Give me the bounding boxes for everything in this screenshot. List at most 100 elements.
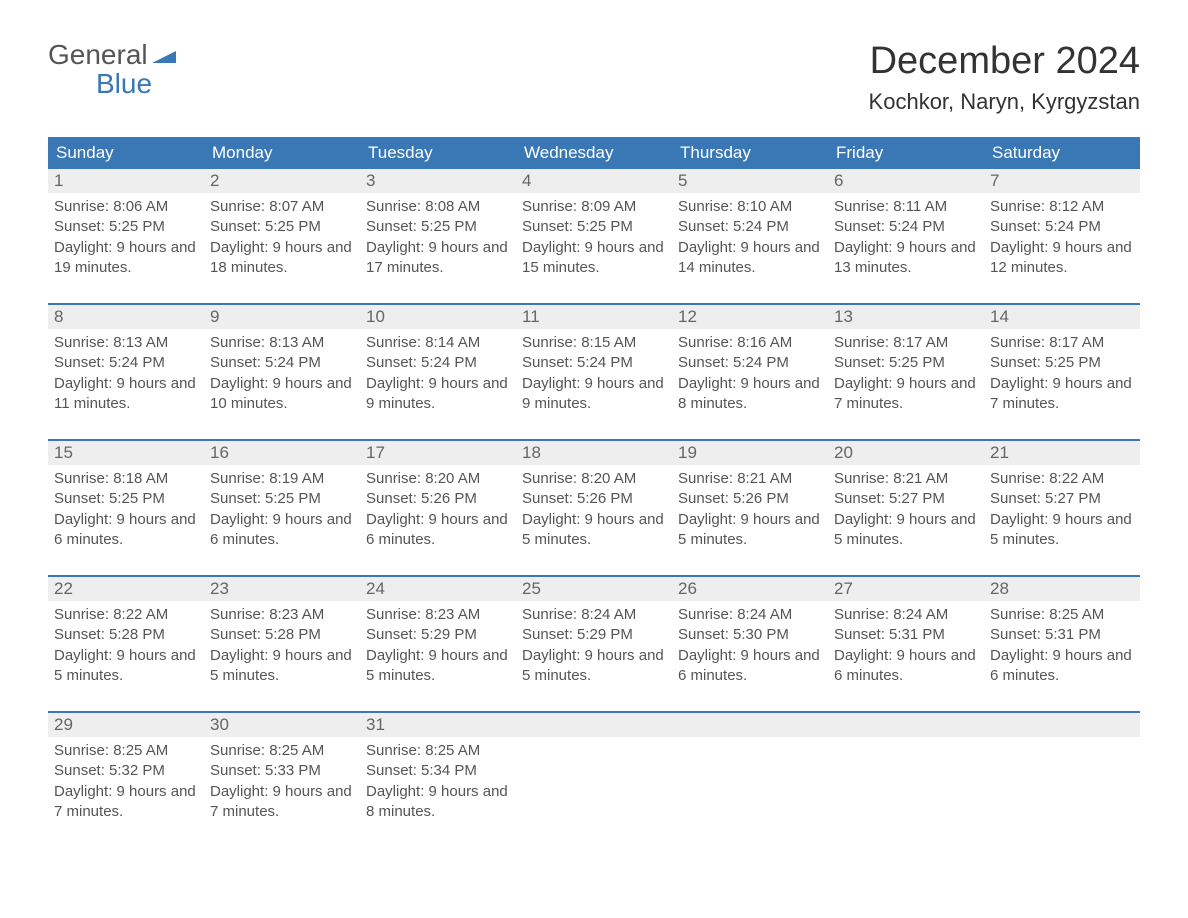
calendar-cell: 16Sunrise: 8:19 AMSunset: 5:25 PMDayligh… [204,441,360,561]
date-number: 2 [204,169,360,193]
sunset-line: Sunset: 5:26 PM [522,489,666,509]
calendar-cell: 8 Sunrise: 8:13 AMSunset: 5:24 PMDaylight… [48,305,204,425]
sunset-line: Sunset: 5:24 PM [54,353,198,373]
sunset-line: Sunset: 5:26 PM [678,489,822,509]
date-number: 5 [672,169,828,193]
date-number: 18 [516,441,672,465]
date-number: 22 [48,577,204,601]
date-number: 9 [204,305,360,329]
sunset-line: Sunset: 5:26 PM [366,489,510,509]
sunset-line: Sunset: 5:25 PM [54,489,198,509]
day-header-cell: Friday [828,137,984,169]
cell-body: Sunrise: 8:06 AMSunset: 5:25 PMDaylight:… [48,193,204,282]
date-number: 31 [360,713,516,737]
date-number: 6 [828,169,984,193]
cell-body: Sunrise: 8:24 AMSunset: 5:29 PMDaylight:… [516,601,672,690]
calendar: SundayMondayTuesdayWednesdayThursdayFrid… [48,137,1140,833]
date-number: 1 [48,169,204,193]
sunrise-line: Sunrise: 8:13 AM [54,333,198,353]
cell-body: Sunrise: 8:17 AMSunset: 5:25 PMDaylight:… [828,329,984,418]
date-number: 13 [828,305,984,329]
sunrise-line: Sunrise: 8:08 AM [366,197,510,217]
sunset-line: Sunset: 5:25 PM [210,217,354,237]
date-number [672,713,828,737]
calendar-cell: 22Sunrise: 8:22 AMSunset: 5:28 PMDayligh… [48,577,204,697]
calendar-cell: 26Sunrise: 8:24 AMSunset: 5:30 PMDayligh… [672,577,828,697]
cell-body: Sunrise: 8:23 AMSunset: 5:29 PMDaylight:… [360,601,516,690]
calendar-cell: 2Sunrise: 8:07 AMSunset: 5:25 PMDaylight… [204,169,360,289]
sunset-line: Sunset: 5:25 PM [54,217,198,237]
cell-body: Sunrise: 8:25 AMSunset: 5:33 PMDaylight:… [204,737,360,826]
daylight-line: Daylight: 9 hours and 6 minutes. [210,510,354,551]
calendar-cell: 12Sunrise: 8:16 AMSunset: 5:24 PMDayligh… [672,305,828,425]
date-number: 4 [516,169,672,193]
daylight-line: Daylight: 9 hours and 5 minutes. [678,510,822,551]
sunrise-line: Sunrise: 8:25 AM [366,741,510,761]
daylight-line: Daylight: 9 hours and 17 minutes. [366,238,510,279]
daylight-line: Daylight: 9 hours and 7 minutes. [834,374,978,415]
date-number: 16 [204,441,360,465]
header: General Blue December 2024 Kochkor, Nary… [48,40,1140,115]
sunrise-line: Sunrise: 8:24 AM [522,605,666,625]
sunrise-line: Sunrise: 8:23 AM [366,605,510,625]
daylight-line: Daylight: 9 hours and 6 minutes. [834,646,978,687]
sunrise-line: Sunrise: 8:17 AM [834,333,978,353]
sunrise-line: Sunrise: 8:06 AM [54,197,198,217]
daylight-line: Daylight: 9 hours and 11 minutes. [54,374,198,415]
sunrise-line: Sunrise: 8:15 AM [522,333,666,353]
sunset-line: Sunset: 5:33 PM [210,761,354,781]
week-row: 15Sunrise: 8:18 AMSunset: 5:25 PMDayligh… [48,439,1140,561]
calendar-cell [984,713,1140,833]
logo-top: General [48,40,176,69]
daylight-line: Daylight: 9 hours and 5 minutes. [210,646,354,687]
sunrise-line: Sunrise: 8:16 AM [678,333,822,353]
sunset-line: Sunset: 5:24 PM [522,353,666,373]
calendar-cell: 9Sunrise: 8:13 AMSunset: 5:24 PMDaylight… [204,305,360,425]
sunset-line: Sunset: 5:31 PM [990,625,1134,645]
sunrise-line: Sunrise: 8:07 AM [210,197,354,217]
cell-body: Sunrise: 8:25 AMSunset: 5:32 PMDaylight:… [48,737,204,826]
calendar-cell [516,713,672,833]
sunrise-line: Sunrise: 8:09 AM [522,197,666,217]
daylight-line: Daylight: 9 hours and 13 minutes. [834,238,978,279]
date-number: 21 [984,441,1140,465]
date-number: 15 [48,441,204,465]
calendar-cell: 1Sunrise: 8:06 AMSunset: 5:25 PMDaylight… [48,169,204,289]
daylight-line: Daylight: 9 hours and 7 minutes. [990,374,1134,415]
sunset-line: Sunset: 5:32 PM [54,761,198,781]
sunrise-line: Sunrise: 8:21 AM [834,469,978,489]
daylight-line: Daylight: 9 hours and 7 minutes. [210,782,354,823]
sunset-line: Sunset: 5:34 PM [366,761,510,781]
sunset-line: Sunset: 5:25 PM [834,353,978,373]
calendar-cell: 18Sunrise: 8:20 AMSunset: 5:26 PMDayligh… [516,441,672,561]
calendar-cell: 24Sunrise: 8:23 AMSunset: 5:29 PMDayligh… [360,577,516,697]
calendar-cell: 13Sunrise: 8:17 AMSunset: 5:25 PMDayligh… [828,305,984,425]
cell-body: Sunrise: 8:21 AMSunset: 5:27 PMDaylight:… [828,465,984,554]
sunrise-line: Sunrise: 8:23 AM [210,605,354,625]
calendar-cell: 7Sunrise: 8:12 AMSunset: 5:24 PMDaylight… [984,169,1140,289]
daylight-line: Daylight: 9 hours and 7 minutes. [54,782,198,823]
sunset-line: Sunset: 5:29 PM [366,625,510,645]
date-number: 23 [204,577,360,601]
cell-body: Sunrise: 8:22 AMSunset: 5:27 PMDaylight:… [984,465,1140,554]
week-row: 8Sunrise: 8:13 AMSunset: 5:24 PMDaylight… [48,303,1140,425]
week-row: 22Sunrise: 8:22 AMSunset: 5:28 PMDayligh… [48,575,1140,697]
date-number: 7 [984,169,1140,193]
sunrise-line: Sunrise: 8:12 AM [990,197,1134,217]
date-number: 8 [48,305,204,329]
daylight-line: Daylight: 9 hours and 10 minutes. [210,374,354,415]
cell-body: Sunrise: 8:09 AMSunset: 5:25 PMDaylight:… [516,193,672,282]
date-number [516,713,672,737]
flag-icon [152,45,176,65]
cell-body: Sunrise: 8:10 AMSunset: 5:24 PMDaylight:… [672,193,828,282]
date-number: 25 [516,577,672,601]
calendar-cell: 6Sunrise: 8:11 AMSunset: 5:24 PMDaylight… [828,169,984,289]
cell-body: Sunrise: 8:18 AMSunset: 5:25 PMDaylight:… [48,465,204,554]
calendar-cell: 19Sunrise: 8:21 AMSunset: 5:26 PMDayligh… [672,441,828,561]
sunset-line: Sunset: 5:28 PM [210,625,354,645]
daylight-line: Daylight: 9 hours and 6 minutes. [366,510,510,551]
daylight-line: Daylight: 9 hours and 5 minutes. [366,646,510,687]
sunrise-line: Sunrise: 8:25 AM [54,741,198,761]
sunset-line: Sunset: 5:25 PM [990,353,1134,373]
daylight-line: Daylight: 9 hours and 14 minutes. [678,238,822,279]
